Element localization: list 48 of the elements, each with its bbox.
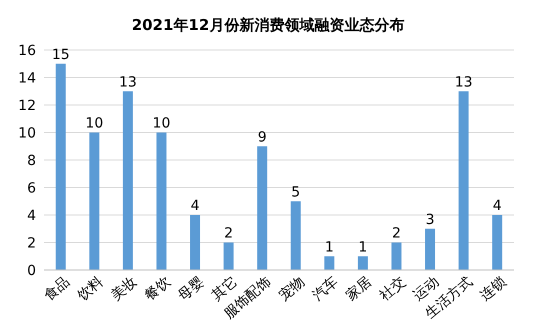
x-tick-label: 宠物 xyxy=(276,274,308,304)
data-label: 1 xyxy=(358,239,368,256)
data-label: 10 xyxy=(152,116,170,132)
data-label: 15 xyxy=(52,46,70,63)
x-tick-label: 母婴 xyxy=(175,274,208,304)
chart-title: 2021年12月份新消费领域融资业态分布 xyxy=(130,15,406,36)
bar xyxy=(224,242,234,270)
y-tick-label: 10 xyxy=(18,125,36,142)
data-label: 9 xyxy=(258,129,267,146)
data-label: 13 xyxy=(454,74,473,90)
bar xyxy=(358,256,368,270)
bar xyxy=(56,64,66,270)
y-tick-label: 8 xyxy=(27,152,36,169)
bar xyxy=(492,215,502,270)
bar xyxy=(290,201,301,270)
data-label: 1 xyxy=(324,239,334,256)
bar xyxy=(257,146,268,270)
data-label: 4 xyxy=(190,198,200,214)
x-tick-label: 食品 xyxy=(41,274,73,304)
y-tick-label: 12 xyxy=(18,98,36,114)
bar xyxy=(190,215,200,270)
x-tick-label: 社交 xyxy=(376,274,409,304)
x-tick-label: 饮料 xyxy=(74,274,106,305)
data-label: 4 xyxy=(492,198,502,214)
bar xyxy=(156,132,166,270)
y-tick-label: 0 xyxy=(27,262,36,279)
x-tick-label: 汽车 xyxy=(310,274,342,304)
bar xyxy=(122,91,133,270)
data-label: 5 xyxy=(291,184,300,200)
x-tick-label: 美妆 xyxy=(108,274,140,304)
y-tick-label: 2 xyxy=(27,235,36,252)
bar xyxy=(458,91,469,270)
data-label: 2 xyxy=(392,226,401,242)
data-label: 2 xyxy=(224,226,234,242)
x-tick-label: 家居 xyxy=(343,274,375,304)
y-tick-label: 14 xyxy=(18,70,36,86)
bar xyxy=(324,256,334,270)
x-tick-label: 餐饮 xyxy=(142,274,174,304)
bar xyxy=(391,242,402,270)
bar xyxy=(425,228,436,270)
x-tick-label: 连锁 xyxy=(478,274,510,304)
bar xyxy=(89,132,100,270)
y-tick-label: 4 xyxy=(27,208,36,224)
data-label: 13 xyxy=(118,74,137,90)
data-label: 10 xyxy=(85,116,104,132)
y-tick-label: 16 xyxy=(18,42,36,59)
y-tick-label: 6 xyxy=(27,180,36,196)
data-label: 3 xyxy=(426,212,434,228)
